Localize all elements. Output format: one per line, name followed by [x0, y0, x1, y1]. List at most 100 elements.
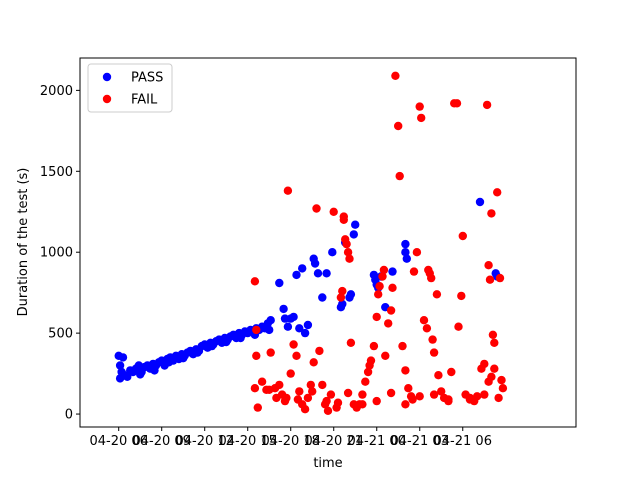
point-pass-103 [265, 325, 274, 335]
point-pass-56 [275, 278, 284, 288]
point-pass-59 [283, 322, 293, 331]
y-tick-label: 500 [48, 327, 73, 342]
point-fail-19 [300, 405, 310, 414]
legend-marker-pass [102, 72, 112, 82]
point-pass-98 [193, 348, 202, 357]
point-fail-86 [457, 291, 466, 301]
point-fail-58 [391, 71, 400, 81]
point-fail-4 [253, 403, 262, 412]
point-fail-104 [494, 393, 503, 403]
point-fail-45 [363, 367, 373, 377]
point-fail-47 [366, 356, 376, 365]
point-fail-53 [379, 265, 389, 275]
point-pass-94 [136, 370, 145, 379]
point-fail-0 [250, 277, 260, 286]
point-fail-95 [484, 261, 493, 270]
point-pass-78 [349, 230, 358, 239]
y-axis: 0 500 1000 1500 2000 [40, 84, 80, 423]
point-fail-23 [312, 204, 321, 213]
point-pass-72 [328, 248, 337, 257]
point-fail-59 [394, 121, 403, 131]
point-fail-34 [339, 215, 348, 224]
point-fail-57 [388, 283, 397, 292]
point-fail-99 [490, 338, 499, 347]
point-pass-65 [300, 328, 310, 338]
point-pass-93 [118, 353, 128, 362]
point-fail-70 [419, 316, 429, 325]
point-fail-116 [372, 396, 381, 406]
point-fail-79 [437, 387, 446, 396]
point-fail-76 [429, 348, 439, 357]
point-fail-96 [485, 275, 495, 284]
point-fail-94 [482, 100, 492, 110]
point-fail-114 [343, 388, 353, 398]
point-fail-117 [386, 388, 396, 398]
x-tick-label: 04-21 06 [434, 434, 492, 449]
point-pass-74 [338, 299, 347, 309]
point-pass-90 [475, 197, 485, 207]
legend-label-pass: PASS [131, 71, 163, 86]
x-tick-label: 04-20 12 [175, 434, 233, 449]
point-pass-79 [351, 220, 360, 229]
point-fail-38 [345, 254, 354, 263]
point-fail-60 [395, 171, 404, 181]
point-fail-98 [488, 330, 498, 339]
point-fail-84 [452, 99, 462, 108]
point-fail-56 [386, 306, 396, 315]
point-fail-22 [309, 358, 318, 367]
point-fail-120 [429, 390, 439, 399]
point-fail-12 [282, 393, 291, 403]
point-fail-15 [289, 340, 298, 349]
point-fail-31 [336, 293, 346, 302]
point-fail-112 [322, 396, 331, 406]
point-fail-21 [306, 380, 315, 390]
y-axis-label: Duration of the test (s) [16, 168, 31, 317]
point-pass-62 [292, 270, 301, 280]
point-fail-65 [408, 395, 417, 404]
point-fail-9 [275, 380, 284, 390]
point-pass-61 [289, 312, 298, 322]
point-fail-118 [401, 400, 410, 409]
point-pass-77 [346, 290, 356, 299]
point-fail-3 [250, 384, 260, 393]
point-pass-87 [401, 239, 410, 249]
point-fail-2 [252, 351, 261, 360]
point-fail-66 [409, 267, 419, 276]
point-pass-63 [295, 324, 304, 333]
point-pass-66 [303, 320, 313, 330]
point-pass-95 [150, 366, 159, 375]
point-fail-105 [490, 364, 499, 373]
legend-marker-fail [102, 94, 112, 104]
point-fail-17 [295, 387, 304, 396]
x-tick-label: 04-20 21 [305, 434, 363, 449]
legend-label-fail: FAIL [131, 93, 158, 108]
point-fail-82 [447, 367, 456, 377]
point-fail-63 [404, 384, 413, 393]
x-tick-label: 04-21 03 [391, 434, 449, 449]
point-fail-87 [458, 231, 467, 241]
point-fail-77 [432, 290, 442, 299]
point-fail-115 [358, 400, 367, 409]
point-fail-1 [252, 325, 261, 335]
y-tick-label: 2000 [40, 84, 73, 99]
point-fail-107 [484, 377, 493, 386]
point-pass-68 [310, 259, 320, 268]
point-fail-110 [293, 395, 303, 404]
point-fail-20 [303, 393, 313, 403]
point-pass-100 [222, 337, 231, 347]
plot-frame [79, 57, 577, 428]
point-fail-68 [415, 102, 424, 111]
point-fail-67 [412, 248, 422, 257]
point-fail-50 [374, 290, 383, 299]
point-fail-29 [329, 207, 338, 216]
point-fail-32 [338, 286, 347, 296]
point-fail-49 [372, 312, 381, 322]
x-axis-label: time [313, 456, 342, 471]
point-fail-119 [415, 392, 424, 401]
x-tick-label: 04-20 06 [89, 434, 147, 449]
point-fail-39 [346, 338, 356, 347]
point-fail-85 [454, 322, 463, 331]
x-tick-label: 04-21 00 [348, 434, 406, 449]
point-fail-78 [434, 371, 443, 380]
